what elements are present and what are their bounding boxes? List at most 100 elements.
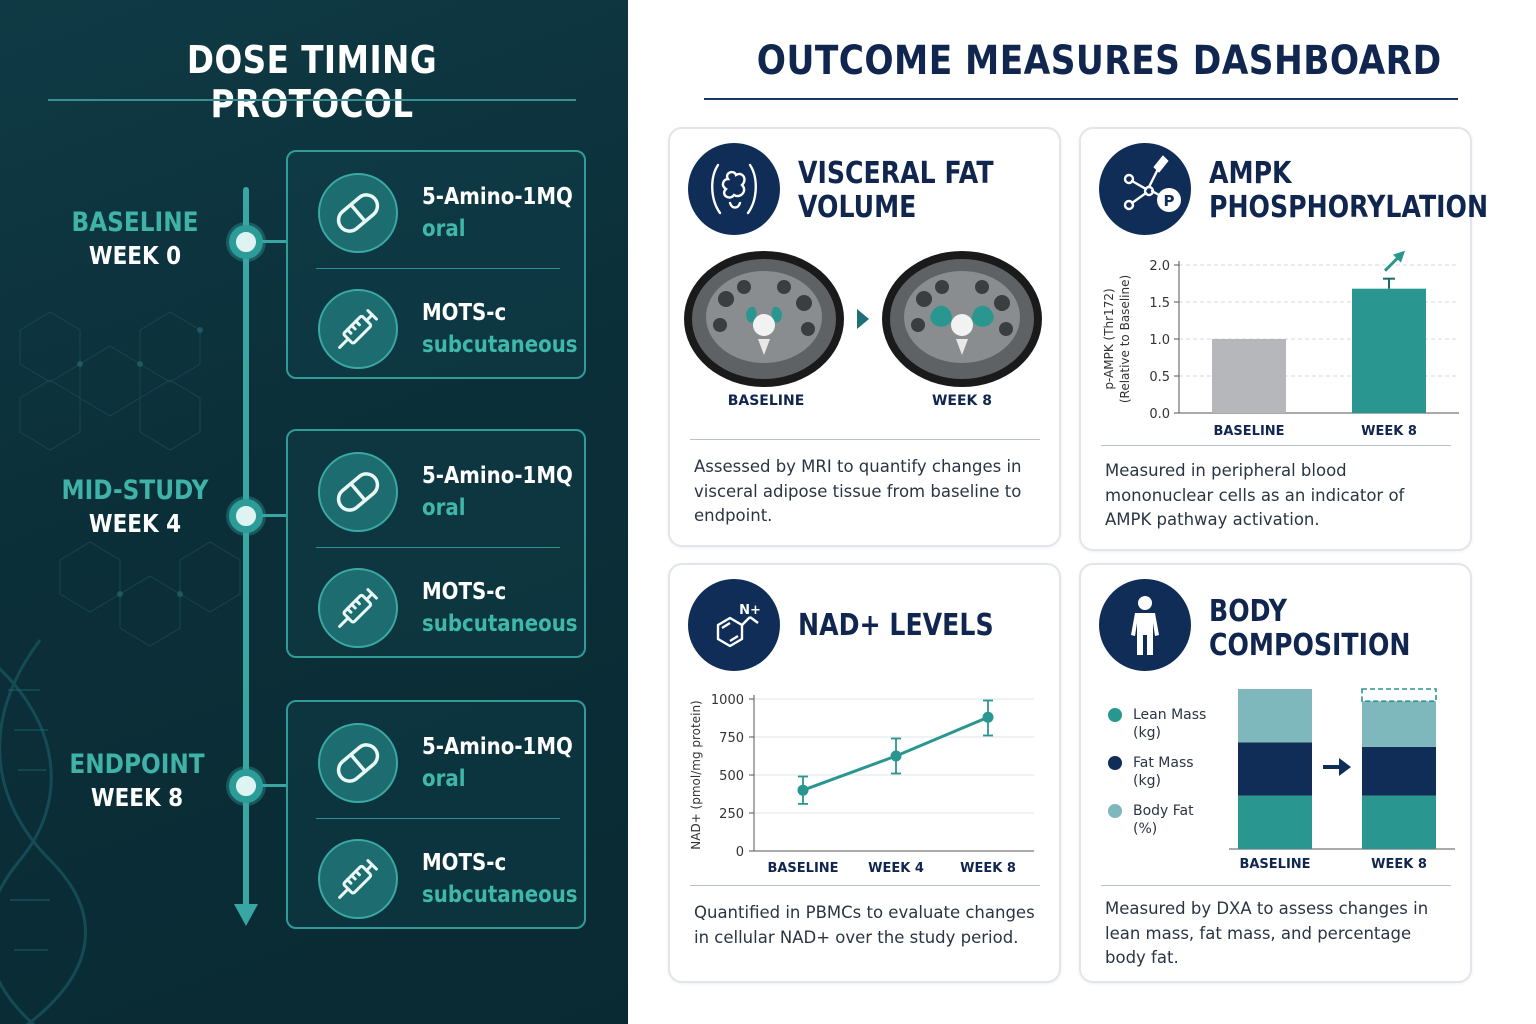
dose-divider <box>316 547 560 548</box>
card-divider <box>690 439 1040 440</box>
mri-scan-baseline <box>684 251 844 387</box>
bar-0 <box>1212 339 1286 413</box>
syringe-icon <box>318 289 398 369</box>
phase-week: WEEK 8 <box>90 782 184 812</box>
dose-row-subcutaneous: MOTS-c subcutaneous <box>288 547 584 657</box>
x-tick-label: WEEK 4 <box>868 861 924 876</box>
nad-icon-label: N+ <box>739 603 761 618</box>
card-body-composition: BODY COMPOSITION Lean Mass (kg) Fat Mass (k… <box>1079 563 1472 983</box>
dose-timing-panel: DOSE TIMING PROTOCOL BASELINE WEEK 0 MID… <box>0 0 628 1024</box>
dose-timing-title: DOSE TIMING PROTOCOL <box>186 38 438 126</box>
phase-name: ENDPOINT <box>69 749 205 780</box>
card-description: Measured by DXA to assess changes in lea… <box>1105 899 1429 967</box>
nad-molecule-icon: N+ <box>688 579 780 671</box>
dose-route: subcutaneous <box>422 332 578 358</box>
svg-text:P: P <box>1164 192 1175 210</box>
legend-label: Body Fat <box>1133 803 1194 819</box>
dose-row-oral: 5-Amino-1MQ oral <box>288 431 584 541</box>
connector <box>262 784 288 787</box>
dose-name: 5-Amino-1MQ <box>422 463 573 489</box>
y-tick-label: 0 <box>736 845 744 860</box>
x-tick-label: WEEK 8 <box>960 861 1016 876</box>
title-divider <box>704 98 1458 100</box>
card-divider <box>1101 885 1451 886</box>
phase-week: WEEK 0 <box>88 240 182 270</box>
phase-label-mid-study: MID-STUDY WEEK 4 <box>40 474 230 539</box>
arrow-right-icon <box>857 309 869 329</box>
dose-divider <box>316 268 560 269</box>
y-tick-label: 250 <box>719 807 744 822</box>
data-point-0 <box>797 784 809 796</box>
card-title-line: PHOSPHORYLATION <box>1209 189 1489 225</box>
card-title-line: COMPOSITION <box>1209 627 1411 663</box>
x-tick-label: BASELINE <box>1239 857 1310 872</box>
timeline-node-mid-study <box>229 499 263 533</box>
card-title-line: VISCERAL FAT <box>798 156 994 191</box>
dose-name: 5-Amino-1MQ <box>422 184 573 210</box>
stack-segment-2 <box>1362 701 1436 747</box>
card-visceral-fat: VISCERAL FAT VOLUME BASELINE WEEK 8 <box>668 127 1061 547</box>
dose-name: MOTS-c <box>422 850 507 876</box>
scan-label-baseline: BASELINE <box>728 393 805 409</box>
y-axis-label: NAD+ (pmol/mg protein) <box>689 700 703 849</box>
x-tick-label: BASELINE <box>767 861 838 876</box>
increase-arrow-icon <box>1383 255 1401 272</box>
card-title: VISCERAL FAT VOLUME <box>798 157 994 224</box>
dose-card-baseline: 5-Amino-1MQ oral MOTS-c subcutaneous <box>286 150 586 379</box>
y-tick-label: 1.5 <box>1149 296 1170 311</box>
dose-name: 5-Amino-1MQ <box>422 734 573 760</box>
legend-swatch <box>1108 708 1122 722</box>
card-description: Quantified in PBMCs to evaluate changes … <box>694 903 1035 947</box>
phase-label-endpoint: ENDPOINT WEEK 8 <box>42 748 232 813</box>
x-tick-label: WEEK 8 <box>1371 857 1427 872</box>
dose-row-subcutaneous: MOTS-c subcutaneous <box>288 268 584 378</box>
dose-route: oral <box>422 766 466 792</box>
x-tick-label: BASELINE <box>1213 424 1284 439</box>
reduction-outline <box>1361 688 1437 702</box>
phase-name: MID-STUDY <box>61 475 209 506</box>
dose-route: subcutaneous <box>422 611 578 637</box>
dose-row-oral: 5-Amino-1MQ oral <box>288 702 584 812</box>
card-title-line: NAD+ LEVELS <box>798 608 994 643</box>
legend-swatch <box>1108 756 1122 770</box>
dose-route: subcutaneous <box>422 882 578 908</box>
abdomen-icon <box>688 143 780 235</box>
dose-divider <box>316 818 560 819</box>
card-description: Measured in peripheral blood mononuclear… <box>1105 461 1405 529</box>
dose-row-subcutaneous: MOTS-c subcutaneous <box>288 818 584 928</box>
nad-line-chart: 0 250 500 750 1000 NAD+ (pmol/mg protein) BASE… <box>689 693 1034 876</box>
legend-label: Fat Mass <box>1133 755 1194 771</box>
card-title-line: AMPK <box>1209 156 1292 191</box>
card-nad-levels: N+ NAD+ LEVELS 0 250 500 750 1000 NAD+ (pmol/… <box>668 563 1061 983</box>
x-tick-label: WEEK 8 <box>1361 424 1417 439</box>
connector <box>262 514 288 517</box>
connector <box>262 240 288 243</box>
timeline-axis <box>243 187 249 909</box>
y-tick-label: 1.0 <box>1149 333 1170 348</box>
scan-label-week8: WEEK 8 <box>932 393 992 409</box>
card-divider <box>690 885 1040 886</box>
stack-segment-1 <box>1362 746 1436 796</box>
card-ampk: P AMPK PHOSPHORYLATION 0.0 0.5 1.0 1.5 2.0 p-… <box>1079 127 1488 551</box>
card-divider <box>1101 445 1451 446</box>
y-tick-label: 2.0 <box>1149 259 1170 274</box>
legend-label: Lean Mass <box>1133 707 1206 723</box>
bar-1 <box>1352 288 1426 413</box>
dose-card-endpoint: 5-Amino-1MQ oral MOTS-c subcutaneous <box>286 700 586 929</box>
dose-row-oral: 5-Amino-1MQ oral <box>288 152 584 262</box>
y-tick-label: 0.5 <box>1149 370 1170 385</box>
y-tick-label: 750 <box>719 731 744 746</box>
card-description: Assessed by MRI to quantify changes in v… <box>694 457 1022 525</box>
stack-segment-2 <box>1238 689 1312 743</box>
dna-helix-decoration <box>0 639 87 1024</box>
hexagon-pattern-background <box>0 311 241 1024</box>
dose-name: MOTS-c <box>422 579 507 605</box>
phase-name: BASELINE <box>71 207 199 238</box>
y-tick-label: 500 <box>719 769 744 784</box>
ampk-bar-chart: 0.0 0.5 1.0 1.5 2.0 p-AMPK (Thr172) (Relative … <box>1102 251 1459 439</box>
legend-unit: (%) <box>1133 821 1157 837</box>
legend-swatch <box>1108 804 1122 818</box>
legend-unit: (kg) <box>1133 725 1161 741</box>
dose-route: oral <box>422 216 466 242</box>
card-title: NAD+ LEVELS <box>798 609 994 643</box>
